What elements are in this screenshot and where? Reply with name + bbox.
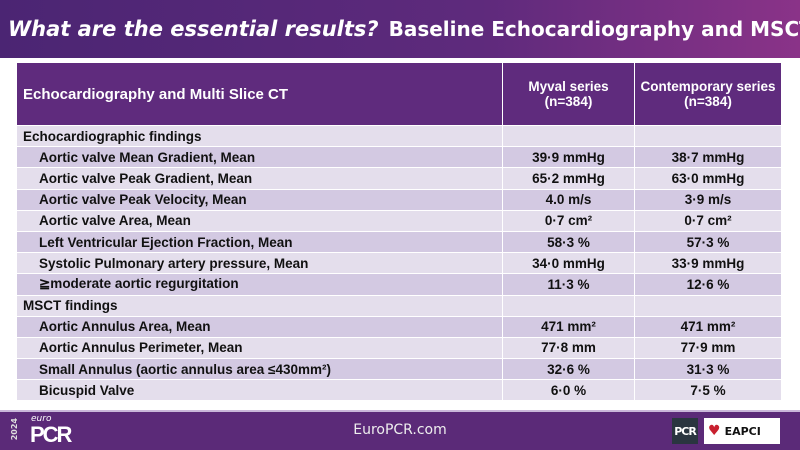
header-contemporary-name: Contemporary series — [640, 79, 776, 94]
table-row: Bicuspid Valve 6·0 % 7·5 % — [16, 379, 782, 402]
eapci-text: EAPCI — [724, 424, 761, 438]
row-label: Aortic valve Mean Gradient, Mean — [16, 146, 503, 169]
header-label: Echocardiography and Multi Slice CT — [16, 62, 503, 126]
myval-value: 6·0 % — [502, 379, 635, 402]
contemporary-value: 38·7 mmHg — [634, 146, 782, 169]
row-label: MSCT findings — [16, 294, 503, 317]
row-label: ≧moderate aortic regurgitation — [16, 273, 503, 296]
row-label: Aortic Annulus Perimeter, Mean — [16, 336, 503, 360]
row-label: Aortic Annulus Area, Mean — [16, 315, 503, 338]
row-label: Aortic valve Peak Velocity, Mean — [16, 188, 503, 211]
section-row: MSCT findings — [16, 294, 782, 317]
title-subtitle: Baseline Echocardiography and MSCT — [388, 17, 800, 41]
header-contemporary: Contemporary series (n=384) — [634, 62, 782, 126]
table-row: Small Annulus (aortic annulus area ≤430m… — [16, 358, 782, 381]
slide-title: What are the essential results? Baseline… — [0, 0, 800, 58]
row-label: Bicuspid Valve — [16, 379, 503, 402]
contemporary-value — [634, 124, 782, 148]
table-row: Systolic Pulmonary artery pressure, Mean… — [16, 252, 782, 275]
title-question: What are the essential results? — [8, 17, 379, 41]
myval-value: 34·0 mmHg — [502, 252, 635, 275]
row-label: Aortic valve Area, Mean — [16, 209, 503, 232]
myval-value: 4.0 m/s — [502, 188, 635, 211]
eapci-logo: ♥ EAPCI — [704, 418, 780, 444]
myval-value: 65·2 mmHg — [502, 167, 635, 190]
europcr-logo: 2024 euro PCR — [10, 414, 80, 448]
table-row: Aortic valve Peak Gradient, Mean 65·2 mmH… — [16, 167, 782, 190]
section-row: Echocardiographic findings — [16, 124, 782, 148]
row-label: Echocardiographic findings — [16, 124, 503, 148]
pcr-badge-logo: PCR — [672, 418, 698, 444]
contemporary-value: 57·3 % — [634, 230, 782, 254]
table-row: Aortic valve Peak Velocity, Mean 4.0 m/s 3… — [16, 188, 782, 211]
contemporary-value: 12·6 % — [634, 273, 782, 296]
myval-value — [502, 294, 635, 317]
myval-value: 0·7 cm² — [502, 209, 635, 232]
myval-value: 58·3 % — [502, 230, 635, 254]
logo-pcr: PCR — [30, 422, 72, 447]
contemporary-value: 0·7 cm² — [634, 209, 782, 232]
footer-divider — [0, 410, 800, 412]
header-contemporary-n: (n=384) — [684, 94, 732, 109]
header-myval-name: Myval series — [528, 79, 609, 94]
myval-value: 471 mm² — [502, 315, 635, 338]
table-row: Aortic valve Area, Mean 0·7 cm² 0·7 cm² — [16, 209, 782, 232]
contemporary-value: 3·9 m/s — [634, 188, 782, 211]
table-header-row: Echocardiography and Multi Slice CT Myva… — [16, 62, 782, 126]
myval-value: 39·9 mmHg — [502, 146, 635, 169]
row-label: Systolic Pulmonary artery pressure, Mean — [16, 252, 503, 275]
heart-icon: ♥ — [708, 423, 721, 439]
header-myval: Myval series (n=384) — [502, 62, 635, 126]
contemporary-value: 471 mm² — [634, 315, 782, 338]
row-label: Left Ventricular Ejection Fraction, Mean — [16, 230, 503, 254]
myval-value — [502, 124, 635, 148]
contemporary-value: 7·5 % — [634, 379, 782, 402]
contemporary-value: 63·0 mmHg — [634, 167, 782, 190]
myval-value: 11·3 % — [502, 273, 635, 296]
footer: 2024 euro PCR EuroPCR.com PCR ♥ EAPCI — [0, 412, 800, 450]
row-label: Small Annulus (aortic annulus area ≤430m… — [16, 358, 503, 381]
results-table: Echocardiography and Multi Slice CT Myva… — [16, 62, 782, 402]
table-row: ≧moderate aortic regurgitation 11·3 % 12·6… — [16, 273, 782, 296]
contemporary-value: 33·9 mmHg — [634, 252, 782, 275]
table-row: Left Ventricular Ejection Fraction, Mean… — [16, 230, 782, 254]
table-row: Aortic Annulus Area, Mean 471 mm² 471 mm² — [16, 315, 782, 338]
table-row: Aortic Annulus Perimeter, Mean 77·8 mm 77·… — [16, 336, 782, 360]
myval-value: 32·6 % — [502, 358, 635, 381]
row-label: Aortic valve Peak Gradient, Mean — [16, 167, 503, 190]
myval-value: 77·8 mm — [502, 336, 635, 360]
table-row: Aortic valve Mean Gradient, Mean 39·9 mmH… — [16, 146, 782, 169]
contemporary-value — [634, 294, 782, 317]
contemporary-value: 31·3 % — [634, 358, 782, 381]
footer-url[interactable]: EuroPCR.com — [353, 422, 447, 438]
contemporary-value: 77·9 mm — [634, 336, 782, 360]
logo-euro: euro — [31, 414, 52, 424]
header-myval-n: (n=384) — [544, 94, 593, 109]
